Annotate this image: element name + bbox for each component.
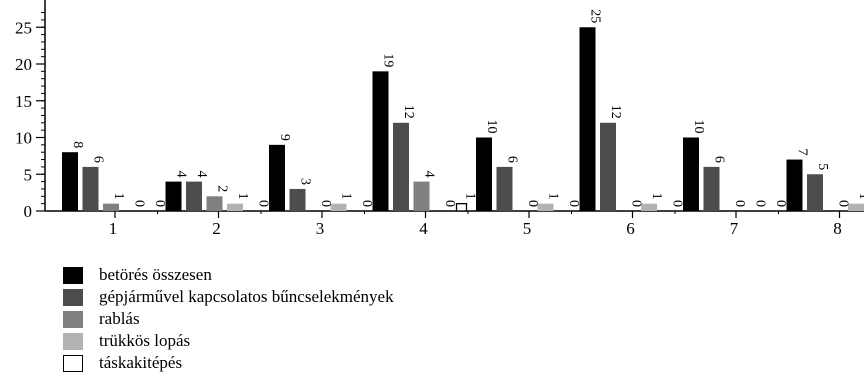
bar [227,203,243,211]
data-label: 1 [111,193,126,200]
bar [786,159,803,211]
y-tick-label: 5 [24,165,33,184]
data-label: 5 [815,163,830,170]
bar [848,203,864,211]
x-tick-label: 3 [316,219,325,238]
data-label: 0 [836,200,851,207]
y-tick-label: 25 [15,18,32,37]
x-tick-label: 7 [730,219,739,238]
legend-swatch [63,266,83,284]
data-label: 0 [753,200,768,207]
data-label: 6 [91,156,106,163]
legend-label: trükkös lopás [99,331,191,350]
x-tick-label: 6 [626,219,635,238]
bar [62,152,78,211]
bar [496,166,513,211]
data-label: 6 [712,156,727,163]
data-label: 0 [256,200,271,207]
data-label: 1 [463,193,478,200]
bar [476,137,492,211]
bar [206,196,223,211]
bar [165,181,182,211]
data-label: 0 [773,200,788,207]
data-label: 7 [795,149,810,156]
data-label: 0 [732,200,747,207]
data-label: 4 [174,171,189,178]
y-tick-label: 10 [15,129,32,148]
legend-swatch [63,288,83,306]
y-tick-label: 20 [15,55,32,74]
legend-label: betörés összesen [99,265,212,284]
bar [269,144,285,211]
data-label: 0 [152,200,167,207]
data-label: 1 [235,193,250,200]
data-label: 0 [525,200,540,207]
bar [289,188,306,211]
bar [537,203,554,211]
x-tick-label: 2 [212,219,221,238]
data-label: 1 [856,193,864,200]
data-label: 25 [588,9,603,23]
legend: betörés összesen gépjárművel kapcsolatos … [63,264,394,374]
data-label: 4 [194,171,209,178]
bar [600,122,616,211]
data-label: 10 [691,120,706,134]
bar [683,137,699,211]
legend-swatch [63,310,83,328]
data-label: 0 [442,200,457,207]
legend-label: rablás [99,309,140,328]
data-label: 0 [359,200,374,207]
bar [186,181,202,211]
bar [579,27,596,211]
x-tick-label: 5 [523,219,532,238]
bar [330,203,347,211]
legend-label: táskakitépés [99,353,183,372]
legend-swatch [63,332,83,350]
data-label: 0 [318,200,333,207]
data-label: 0 [132,200,147,207]
bar [703,166,720,211]
data-label: 0 [566,200,581,207]
data-label: 10 [484,120,499,134]
legend-item: trükkös lopás [63,330,394,352]
bar [103,203,119,211]
data-label: 12 [608,105,623,119]
bar [413,181,430,211]
y-tick-label: 15 [15,92,32,111]
bar [372,71,389,211]
bar [455,202,468,212]
data-label: 8 [70,141,85,148]
data-label: 1 [649,193,664,200]
data-label: 19 [381,53,396,67]
legend-item: gépjárművel kapcsolatos bűncselekmények [63,286,394,308]
data-labels: 8491910251076431261265120400000110110100… [70,9,864,207]
legend-item: táskakitépés [63,352,394,374]
data-label: 4 [422,171,437,178]
data-label: 0 [629,200,644,207]
legend-label: gépjárművel kapcsolatos bűncselekmények [99,287,394,306]
data-label: 12 [401,105,416,119]
y-tick-label: 0 [24,202,33,221]
bar [641,203,657,211]
data-label: 0 [670,200,685,207]
data-label: 6 [505,156,520,163]
bars [62,27,864,212]
legend-swatch [63,354,83,372]
x-tick-label: 4 [419,219,428,238]
legend-item: rablás [63,308,394,330]
data-label: 2 [215,185,230,192]
legend-item: betörés összesen [63,264,394,286]
x-tick-label: 1 [109,219,118,238]
bar [807,174,823,211]
data-label: 9 [277,134,292,141]
data-label: 1 [339,193,354,200]
bar [393,122,409,211]
data-label: 3 [298,178,313,185]
data-label: 1 [546,193,561,200]
x-tick-label: 8 [833,219,842,238]
bar [82,166,99,211]
